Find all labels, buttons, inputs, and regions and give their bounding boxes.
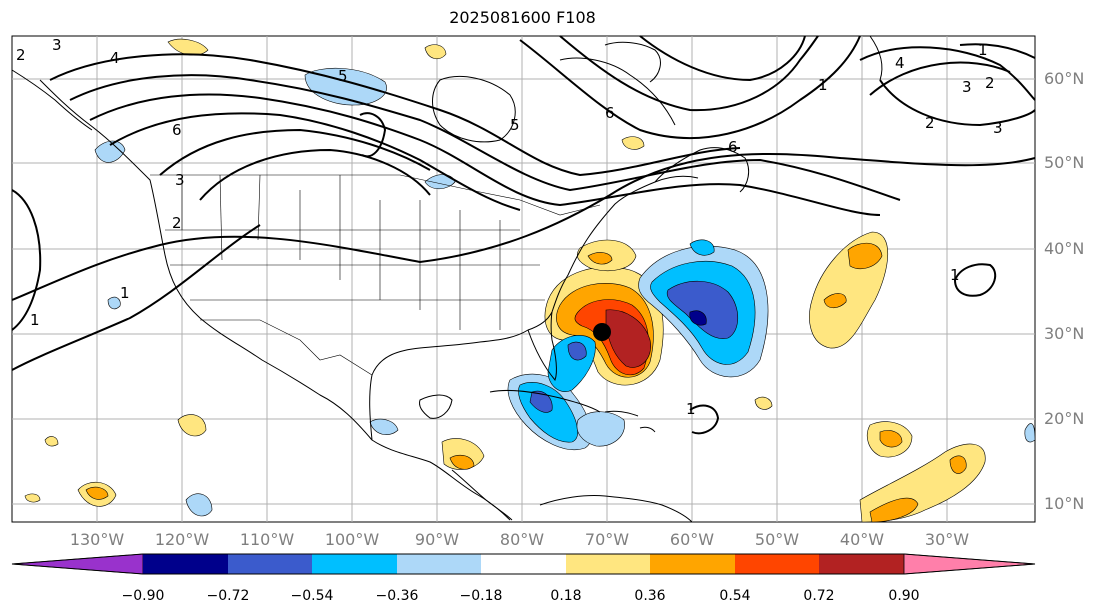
contour-label-1e: 1 (950, 266, 960, 284)
lat-label-40n: 40°N (1044, 239, 1084, 258)
contour-label-1f: 1 (686, 400, 696, 418)
colorbar-tick-7: 0.54 (719, 588, 750, 604)
contour-label-6: 6 (172, 121, 182, 139)
lon-label-90w: 90°W (415, 530, 459, 549)
map-title: 2025081600 F108 (449, 8, 596, 27)
contour-label-2: 2 (172, 214, 182, 232)
colorbar-segment-7 (650, 554, 735, 574)
lon-label-60w: 60°W (670, 530, 714, 549)
lat-label-20n: 20°N (1044, 409, 1084, 428)
lat-label-10n: 10°N (1044, 494, 1084, 513)
contour-label-4: 4 (110, 49, 120, 67)
lat-labels: 60°N 50°N 40°N 30°N 20°N 10°N (1044, 69, 1084, 513)
contour-label-6c: 6 (728, 138, 738, 156)
lon-label-30w: 30°W (925, 530, 969, 549)
colorbar-tick-8: 0.72 (803, 588, 834, 604)
colorbar-outline (11, 553, 1036, 575)
contour-label-3d: 3 (52, 36, 62, 54)
lon-label-120w: 120°W (155, 530, 210, 549)
colorbar-segment-9 (819, 554, 904, 574)
lat-label-50n: 50°N (1044, 153, 1084, 172)
contour-label-2c: 2 (985, 74, 995, 92)
colorbar-tick-5: 0.18 (550, 588, 581, 604)
lon-label-100w: 100°W (325, 530, 380, 549)
contour-label-4b: 4 (895, 54, 905, 72)
contour-label-6b: 6 (605, 104, 615, 122)
lon-label-80w: 80°W (500, 530, 544, 549)
contour-label-3: 3 (175, 171, 185, 189)
colorbar-segment-6 (566, 554, 650, 574)
colorbar-segment-4 (397, 554, 481, 574)
contour-label-3b: 3 (962, 78, 972, 96)
colorbar-tick-9: 0.90 (888, 588, 919, 604)
colorbar-segment-1 (143, 554, 228, 574)
colorbar-tick-0: −0.90 (122, 588, 165, 604)
contour-label-1c: 1 (978, 41, 988, 59)
contour-label-3c: 3 (993, 119, 1003, 137)
lon-label-50w: 50°W (755, 530, 799, 549)
lon-label-40w: 40°W (840, 530, 884, 549)
contour-label-5: 5 (338, 67, 348, 85)
colorbar-tick-labels: −0.90 −0.72 −0.54 −0.36 −0.18 0.18 0.36 … (122, 588, 920, 604)
contour-label-5b: 5 (510, 116, 520, 134)
colorbar-tick-6: 0.36 (634, 588, 665, 604)
colorbar (11, 553, 1036, 575)
colorbar-tick-3: −0.36 (376, 588, 419, 604)
colorbar-segment-3 (312, 554, 397, 574)
colorbar-tick-2: −0.54 (291, 588, 334, 604)
colorbar-segment-5 (481, 554, 566, 574)
contour-label-1d: 1 (818, 76, 828, 94)
coastlines (11, 35, 883, 523)
contour-labels: 1 1 2 3 4 5 6 6 6 5 4 3 3 2 2 1 1 1 1 2 … (16, 36, 1003, 418)
lon-label-130w: 130°W (70, 530, 125, 549)
political-borders (150, 174, 601, 376)
lat-label-60n: 60°N (1044, 69, 1084, 88)
colorbar-tick-4: −0.18 (460, 588, 503, 604)
lon-labels: 130°W 120°W 110°W 100°W 90°W 80°W 70°W 6… (70, 530, 969, 549)
colorbar-extend-high (903, 553, 1036, 575)
contour-label-2d: 2 (16, 46, 26, 64)
lon-label-70w: 70°W (585, 530, 629, 549)
contour-label-2b: 2 (925, 114, 935, 132)
contour-label-1b: 1 (30, 311, 40, 329)
storm-center-marker (593, 323, 611, 341)
colorbar-segment-8 (735, 554, 819, 574)
lat-label-30n: 30°N (1044, 324, 1084, 343)
colorbar-segment-2 (228, 554, 312, 574)
lon-label-110w: 110°W (240, 530, 295, 549)
contour-lines (11, 35, 1036, 435)
colorbar-tick-1: −0.72 (207, 588, 250, 604)
colorbar-extend-low (11, 553, 144, 575)
contour-label-1: 1 (120, 284, 130, 302)
